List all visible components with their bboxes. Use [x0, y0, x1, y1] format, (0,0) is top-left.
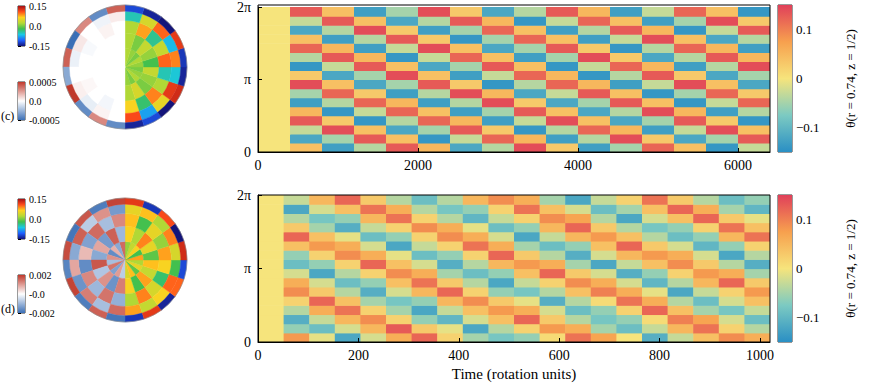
svg-text:θ(r = 0.74, z = 1/2): θ(r = 0.74, z = 1/2) [843, 219, 858, 318]
svg-text:400: 400 [448, 348, 469, 363]
svg-text:-0.15: -0.15 [29, 234, 50, 245]
svg-text:0.0005: 0.0005 [29, 77, 57, 88]
svg-text:1000: 1000 [746, 348, 774, 363]
svg-text:(c): (c) [1, 109, 14, 123]
svg-text:0.002: 0.002 [29, 270, 52, 281]
svg-text:2π: 2π [237, 188, 251, 203]
svg-text:0: 0 [796, 71, 803, 86]
svg-text:0.15: 0.15 [29, 1, 47, 12]
svg-text:0: 0 [255, 158, 262, 173]
svg-text:0.0: 0.0 [29, 214, 42, 225]
svg-text:π: π [244, 261, 251, 276]
svg-text:-0.002: -0.002 [29, 308, 55, 319]
svg-text:(d): (d) [1, 302, 15, 316]
svg-text:0.1: 0.1 [796, 22, 812, 37]
svg-text:800: 800 [649, 348, 670, 363]
svg-text:-0.15: -0.15 [29, 41, 50, 52]
svg-text:0.0: 0.0 [29, 96, 42, 107]
svg-text:2π: 2π [237, 0, 251, 15]
svg-text:0: 0 [244, 145, 251, 160]
svg-text:θ(r = 0.74, z = 1/2): θ(r = 0.74, z = 1/2) [843, 29, 858, 128]
svg-text:0: 0 [796, 261, 803, 276]
svg-text:−0.1: −0.1 [796, 310, 820, 325]
svg-text:600: 600 [549, 348, 570, 363]
svg-text:4000: 4000 [564, 158, 592, 173]
svg-text:0.1: 0.1 [796, 212, 812, 227]
svg-text:6000: 6000 [724, 158, 752, 173]
svg-text:Time (rotation units): Time (rotation units) [452, 366, 576, 383]
svg-text:0.15: 0.15 [29, 194, 47, 205]
svg-text:0: 0 [255, 348, 262, 363]
svg-text:0.0: 0.0 [29, 21, 42, 32]
svg-text:-0.0: -0.0 [29, 289, 45, 300]
svg-text:0: 0 [244, 335, 251, 350]
svg-text:-0.0005: -0.0005 [29, 115, 60, 126]
svg-text:π: π [244, 72, 251, 87]
svg-text:2000: 2000 [404, 158, 432, 173]
svg-text:200: 200 [348, 348, 369, 363]
svg-text:−0.1: −0.1 [796, 120, 820, 135]
